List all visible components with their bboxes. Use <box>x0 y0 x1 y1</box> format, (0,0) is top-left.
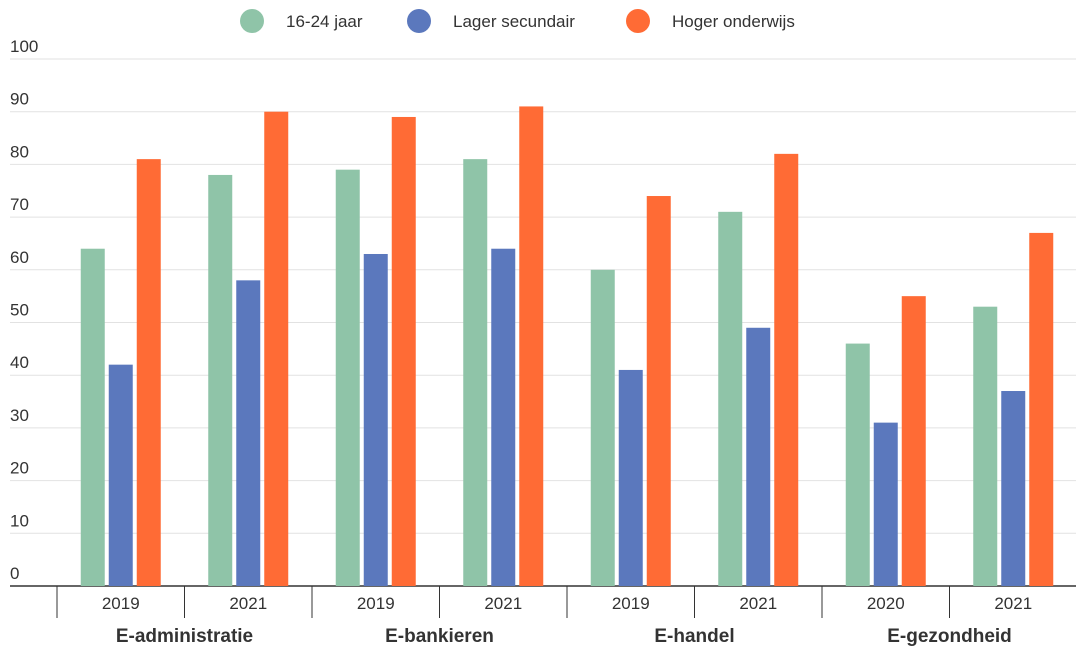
y-tick-label: 90 <box>10 90 29 109</box>
bar <box>1001 391 1026 586</box>
x-tick-label: 2019 <box>102 594 140 613</box>
legend-label: Lager secundair <box>453 12 575 31</box>
y-axis: 0 10 20 30 40 50 60 70 80 90 100 <box>10 37 38 583</box>
y-tick-label: 40 <box>10 353 29 372</box>
legend-swatch <box>626 9 650 33</box>
bar <box>391 116 416 586</box>
bar <box>463 159 488 586</box>
bar <box>618 369 643 586</box>
group-label: E-handel <box>654 626 734 646</box>
x-tick-label: 2019 <box>612 594 650 613</box>
bar <box>236 280 261 586</box>
bar <box>774 153 799 587</box>
bar <box>136 159 161 586</box>
group-label: E-gezondheid <box>887 626 1012 646</box>
bar <box>108 364 133 586</box>
bar <box>646 196 671 586</box>
y-tick-label: 20 <box>10 459 29 478</box>
x-tick-label: 2021 <box>229 594 267 613</box>
bar <box>873 422 898 586</box>
bar <box>208 174 233 586</box>
x-tick-label: 2021 <box>739 594 777 613</box>
bar <box>335 169 360 587</box>
y-tick-label: 50 <box>10 301 29 320</box>
y-tick-label: 30 <box>10 406 29 425</box>
x-tick-label: 2021 <box>484 594 522 613</box>
legend-swatch <box>240 9 264 33</box>
group-label: E-bankieren <box>385 626 494 646</box>
y-tick-label: 60 <box>10 248 29 267</box>
y-tick-label: 0 <box>10 564 19 583</box>
x-tick-label: 2021 <box>994 594 1032 613</box>
x-tick-label: 2019 <box>357 594 395 613</box>
bar <box>363 253 388 587</box>
x-axis: 2019 2021 2019 2021 2019 2021 2020 2021 E-admini… <box>56 586 1032 646</box>
bar <box>80 248 105 586</box>
bar <box>491 248 516 586</box>
bar <box>901 296 926 586</box>
group-label: E-administratie <box>116 626 253 646</box>
bar <box>590 269 615 586</box>
bar <box>1029 232 1054 586</box>
bar <box>264 111 289 586</box>
y-tick-label: 10 <box>10 511 29 530</box>
bar <box>519 106 544 587</box>
y-tick-label: 100 <box>10 37 38 56</box>
bar <box>746 327 771 586</box>
bars <box>80 106 1054 587</box>
y-tick-label: 80 <box>10 142 29 161</box>
legend: 16-24 jaar Lager secundair Hoger onderwijs <box>240 9 795 33</box>
bar <box>718 211 743 586</box>
legend-swatch <box>407 9 431 33</box>
legend-label: 16-24 jaar <box>286 12 363 31</box>
bar <box>973 306 998 586</box>
x-tick-label: 2020 <box>867 594 905 613</box>
y-tick-label: 70 <box>10 195 29 214</box>
legend-label: Hoger onderwijs <box>672 12 795 31</box>
bar <box>845 343 870 586</box>
